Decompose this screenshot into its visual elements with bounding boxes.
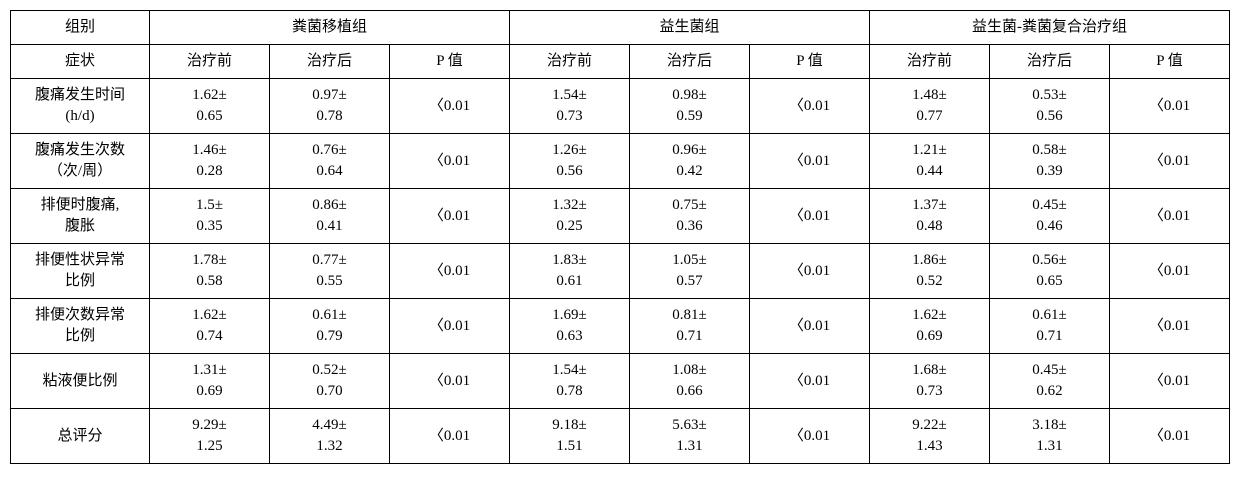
data-cell: 1.48± 0.77	[870, 79, 990, 134]
symptom-header: 症状	[11, 45, 150, 79]
data-cell: 0.77± 0.55	[270, 244, 390, 299]
data-cell: 〈0.01	[1110, 79, 1230, 134]
subheader: 治疗前	[510, 45, 630, 79]
data-cell: 1.5± 0.35	[150, 189, 270, 244]
table-body: 腹痛发生时间 (h/d)1.62± 0.650.97± 0.78〈0.011.5…	[11, 79, 1230, 464]
data-cell: 1.21± 0.44	[870, 134, 990, 189]
subheader: 治疗前	[150, 45, 270, 79]
data-cell: 0.56± 0.65	[990, 244, 1110, 299]
data-cell: 〈0.01	[750, 134, 870, 189]
data-cell: 3.18± 1.31	[990, 409, 1110, 464]
table-row: 粘液便比例1.31± 0.690.52± 0.70〈0.011.54± 0.78…	[11, 354, 1230, 409]
data-cell: 1.69± 0.63	[510, 299, 630, 354]
subheader: 治疗后	[990, 45, 1110, 79]
data-cell: 〈0.01	[1110, 134, 1230, 189]
clinical-results-table: 组别 粪菌移植组 益生菌组 益生菌-粪菌复合治疗组 症状 治疗前 治疗后 P 值…	[10, 10, 1230, 464]
data-cell: 1.83± 0.61	[510, 244, 630, 299]
corner-header: 组别	[11, 11, 150, 45]
data-cell: 〈0.01	[390, 299, 510, 354]
table-row: 总评分9.29± 1.254.49± 1.32〈0.019.18± 1.515.…	[11, 409, 1230, 464]
table-row: 腹痛发生时间 (h/d)1.62± 0.650.97± 0.78〈0.011.5…	[11, 79, 1230, 134]
data-cell: 〈0.01	[1110, 299, 1230, 354]
data-cell: 〈0.01	[750, 79, 870, 134]
data-cell: 4.49± 1.32	[270, 409, 390, 464]
table-header: 组别 粪菌移植组 益生菌组 益生菌-粪菌复合治疗组 症状 治疗前 治疗后 P 值…	[11, 11, 1230, 79]
subheader: P 值	[750, 45, 870, 79]
data-cell: 1.05± 0.57	[630, 244, 750, 299]
data-cell: 1.62± 0.69	[870, 299, 990, 354]
table-row: 症状 治疗前 治疗后 P 值 治疗前 治疗后 P 值 治疗前 治疗后 P 值	[11, 45, 1230, 79]
data-cell: 〈0.01	[390, 79, 510, 134]
data-cell: 1.62± 0.65	[150, 79, 270, 134]
row-label: 总评分	[11, 409, 150, 464]
data-cell: 0.75± 0.36	[630, 189, 750, 244]
data-cell: 〈0.01	[750, 244, 870, 299]
data-cell: 〈0.01	[390, 189, 510, 244]
row-label: 腹痛发生次数 （次/周）	[11, 134, 150, 189]
data-cell: 1.32± 0.25	[510, 189, 630, 244]
data-cell: 0.45± 0.46	[990, 189, 1110, 244]
data-cell: 〈0.01	[750, 299, 870, 354]
data-cell: 1.78± 0.58	[150, 244, 270, 299]
data-cell: 0.45± 0.62	[990, 354, 1110, 409]
data-cell: 1.54± 0.73	[510, 79, 630, 134]
subheader: 治疗后	[630, 45, 750, 79]
data-cell: 〈0.01	[1110, 189, 1230, 244]
data-cell: 0.81± 0.71	[630, 299, 750, 354]
data-cell: 0.96± 0.42	[630, 134, 750, 189]
row-label: 排便时腹痛, 腹胀	[11, 189, 150, 244]
data-cell: 0.58± 0.39	[990, 134, 1110, 189]
table-row: 组别 粪菌移植组 益生菌组 益生菌-粪菌复合治疗组	[11, 11, 1230, 45]
data-cell: 1.08± 0.66	[630, 354, 750, 409]
data-cell: 1.46± 0.28	[150, 134, 270, 189]
data-cell: 1.31± 0.69	[150, 354, 270, 409]
data-cell: 5.63± 1.31	[630, 409, 750, 464]
group-header-3: 益生菌-粪菌复合治疗组	[870, 11, 1230, 45]
data-cell: 9.18± 1.51	[510, 409, 630, 464]
subheader: 治疗后	[270, 45, 390, 79]
subheader: 治疗前	[870, 45, 990, 79]
data-cell: 1.68± 0.73	[870, 354, 990, 409]
data-cell: 9.22± 1.43	[870, 409, 990, 464]
data-cell: 0.86± 0.41	[270, 189, 390, 244]
table-row: 排便次数异常 比例1.62± 0.740.61± 0.79〈0.011.69± …	[11, 299, 1230, 354]
data-cell: 0.76± 0.64	[270, 134, 390, 189]
data-cell: 0.61± 0.71	[990, 299, 1110, 354]
data-cell: 〈0.01	[390, 409, 510, 464]
subheader: P 值	[390, 45, 510, 79]
table-row: 排便时腹痛, 腹胀1.5± 0.350.86± 0.41〈0.011.32± 0…	[11, 189, 1230, 244]
row-label: 粘液便比例	[11, 354, 150, 409]
data-cell: 1.37± 0.48	[870, 189, 990, 244]
data-cell: 〈0.01	[750, 189, 870, 244]
table-row: 排便性状异常 比例1.78± 0.580.77± 0.55〈0.011.83± …	[11, 244, 1230, 299]
row-label: 排便次数异常 比例	[11, 299, 150, 354]
table-row: 腹痛发生次数 （次/周）1.46± 0.280.76± 0.64〈0.011.2…	[11, 134, 1230, 189]
data-cell: 〈0.01	[750, 409, 870, 464]
data-cell: 1.54± 0.78	[510, 354, 630, 409]
data-cell: 1.26± 0.56	[510, 134, 630, 189]
row-label: 排便性状异常 比例	[11, 244, 150, 299]
group-header-2: 益生菌组	[510, 11, 870, 45]
data-cell: 〈0.01	[1110, 244, 1230, 299]
data-cell: 1.62± 0.74	[150, 299, 270, 354]
row-label: 腹痛发生时间 (h/d)	[11, 79, 150, 134]
data-cell: 〈0.01	[390, 244, 510, 299]
data-cell: 0.52± 0.70	[270, 354, 390, 409]
data-cell: 0.98± 0.59	[630, 79, 750, 134]
data-cell: 1.86± 0.52	[870, 244, 990, 299]
data-cell: 〈0.01	[1110, 409, 1230, 464]
data-cell: 〈0.01	[390, 134, 510, 189]
data-cell: 〈0.01	[750, 354, 870, 409]
data-cell: 9.29± 1.25	[150, 409, 270, 464]
group-header-1: 粪菌移植组	[150, 11, 510, 45]
data-cell: 0.61± 0.79	[270, 299, 390, 354]
data-cell: 〈0.01	[390, 354, 510, 409]
data-cell: 〈0.01	[1110, 354, 1230, 409]
subheader: P 值	[1110, 45, 1230, 79]
data-cell: 0.53± 0.56	[990, 79, 1110, 134]
data-cell: 0.97± 0.78	[270, 79, 390, 134]
